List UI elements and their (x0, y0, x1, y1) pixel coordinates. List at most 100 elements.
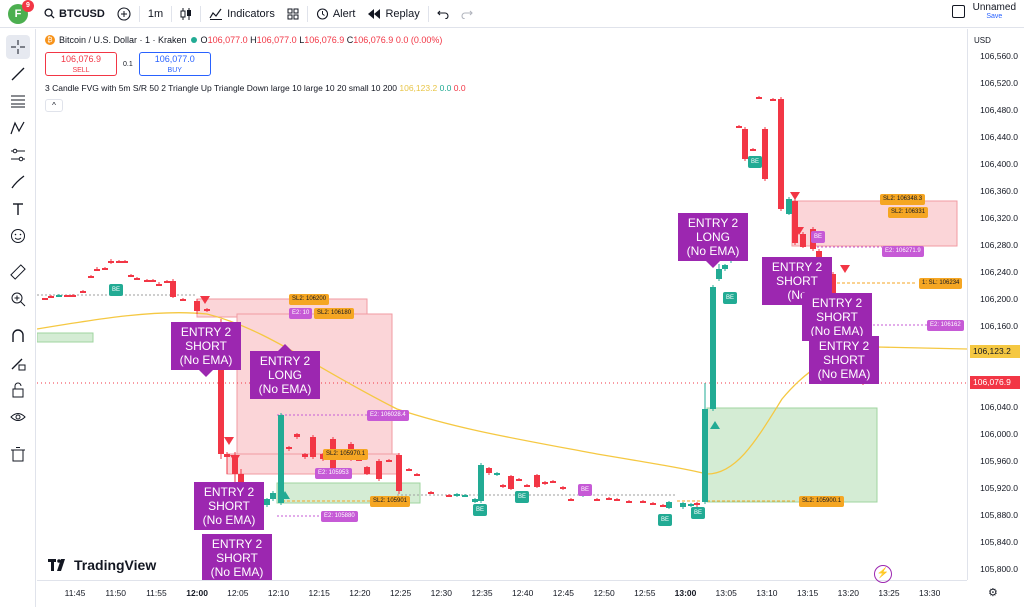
search-icon (44, 8, 55, 19)
price-label: 106,040.0 (980, 402, 1018, 412)
notification-badge: 9 (22, 0, 34, 12)
sl-tag: SL2: 106331 (888, 207, 929, 218)
candle-body (128, 275, 134, 277)
measure-tool[interactable] (6, 260, 30, 284)
time-label: 13:25 (878, 588, 900, 598)
pencil-lock-icon (11, 358, 26, 371)
candle-body (180, 299, 186, 301)
time-label: 12:45 (552, 588, 575, 598)
candle-body (386, 460, 392, 462)
compare-button[interactable] (111, 0, 137, 28)
triangle-down-marker (794, 227, 804, 235)
spread-value: 0.1 (123, 60, 133, 68)
lock-tool[interactable] (6, 378, 30, 402)
settings-gear-icon[interactable]: ⚙ (988, 587, 998, 599)
brush-tool[interactable] (6, 170, 30, 194)
candle-body (64, 295, 70, 297)
fullscreen-icon[interactable] (951, 4, 965, 18)
sell-button[interactable]: 106,076.9 SELL (45, 52, 117, 76)
price-label: 105,800.0 (980, 564, 1018, 574)
lock-drawings-tool[interactable] (6, 351, 30, 375)
e2-tag: E2: 106271.9 (882, 246, 924, 257)
candle-body (194, 301, 200, 311)
buy-button[interactable]: 106,077.0 BUY (138, 52, 211, 76)
trendline-tool[interactable] (6, 62, 30, 86)
candle-body (472, 499, 478, 502)
sl-tag: 1: SL: 106234 (919, 278, 963, 289)
chart-type-button[interactable] (174, 0, 198, 28)
candle-body (478, 465, 484, 501)
crosshair-tool[interactable] (6, 35, 30, 59)
fib-tool[interactable] (6, 89, 30, 113)
symbol-legend[interactable]: ₿ Bitcoin / U.S. Dollar · 1 · Kraken O10… (45, 35, 442, 45)
undo-icon (436, 10, 449, 19)
indicator-value: 0.0 (453, 83, 466, 93)
candle-body (414, 474, 420, 476)
brand-name: TradingView (74, 557, 157, 573)
trash-icon (11, 447, 25, 462)
hide-tool[interactable] (6, 405, 30, 429)
time-axis[interactable]: 11:45 11:50 11:55 12:00 12:05 12:10 12:15 12:20… (37, 580, 967, 607)
entry-short-label: ENTRY 2 SHORT (No EMA) (202, 534, 272, 580)
redo-button[interactable] (455, 0, 479, 28)
indicators-icon (209, 8, 223, 20)
timeframe-button[interactable]: 1m (142, 0, 169, 28)
candle-body (716, 269, 722, 279)
candle-body (462, 495, 468, 497)
save-label[interactable]: Save (986, 13, 1003, 20)
currency-selector[interactable]: USD (974, 36, 991, 45)
text-tool[interactable] (6, 197, 30, 221)
triangle-down-marker (230, 455, 240, 463)
user-avatar[interactable]: F 9 (8, 0, 34, 24)
chart-pane[interactable]: BE BE BE BE BE BE BE BE BE BE SL2: 10620… (37, 29, 967, 580)
candle-body (102, 268, 108, 270)
candle-body (702, 409, 708, 502)
avatar-letter: F (14, 7, 22, 20)
zoom-tool[interactable] (6, 287, 30, 311)
price-label: 106,000.0 (980, 429, 1018, 439)
candle-body (688, 504, 694, 506)
symbol-search[interactable]: BTCUSD (38, 0, 111, 28)
ema-price-tag: 106,123.2 (970, 345, 1020, 358)
text-icon (13, 203, 23, 215)
candle-body (108, 261, 114, 263)
undo-button[interactable] (431, 0, 455, 28)
time-label: 12:35 (471, 588, 493, 598)
last-price-tag: 106,076.9 (970, 376, 1020, 389)
brush-icon (11, 175, 25, 189)
remove-tool[interactable] (6, 442, 30, 466)
divider (200, 5, 202, 22)
price-axis[interactable]: USD 106,560.0 106,520.0 106,480.0 106,440.0… (967, 29, 1024, 580)
layouts-button[interactable] (281, 0, 305, 28)
emoji-tool[interactable] (6, 224, 30, 248)
time-label: 12:15 (308, 588, 330, 598)
candle-body (406, 469, 412, 471)
entry-short-label: ENTRY 2 SHORT (No EMA) (809, 336, 879, 384)
prediction-tool[interactable] (6, 143, 30, 167)
layout-name-button[interactable]: Unnamed Save (951, 2, 1016, 20)
indicators-button[interactable]: Indicators (203, 0, 281, 28)
collapse-legend-button[interactable]: ^ (45, 99, 63, 112)
candle-body (218, 329, 224, 454)
indicator-legend[interactable]: 3 Candle FVG with 5m S/R 50 2 Triangle U… (45, 83, 466, 93)
time-label: 13:05 (715, 588, 737, 598)
indicators-label: Indicators (227, 7, 275, 20)
candle-body (310, 437, 316, 457)
magnet-tool[interactable] (6, 324, 30, 348)
replay-button[interactable]: Replay (361, 0, 425, 28)
lightning-icon[interactable]: ⚡ (874, 565, 892, 583)
candle-body (626, 501, 632, 503)
candle-body (534, 475, 540, 487)
candle-body (286, 447, 292, 449)
ema-line (37, 312, 967, 475)
price-label: 106,400.0 (980, 159, 1018, 169)
price-label: 106,160.0 (980, 321, 1018, 331)
candle-body (524, 485, 530, 487)
candle-body (516, 479, 522, 481)
tradingview-logo[interactable]: TradingView (48, 557, 156, 573)
time-label: 12:30 (430, 588, 452, 598)
eye-icon (10, 413, 26, 421)
symbol-name: BTCUSD (59, 7, 105, 20)
alert-button[interactable]: Alert (310, 0, 362, 28)
pattern-tool[interactable] (6, 116, 30, 140)
